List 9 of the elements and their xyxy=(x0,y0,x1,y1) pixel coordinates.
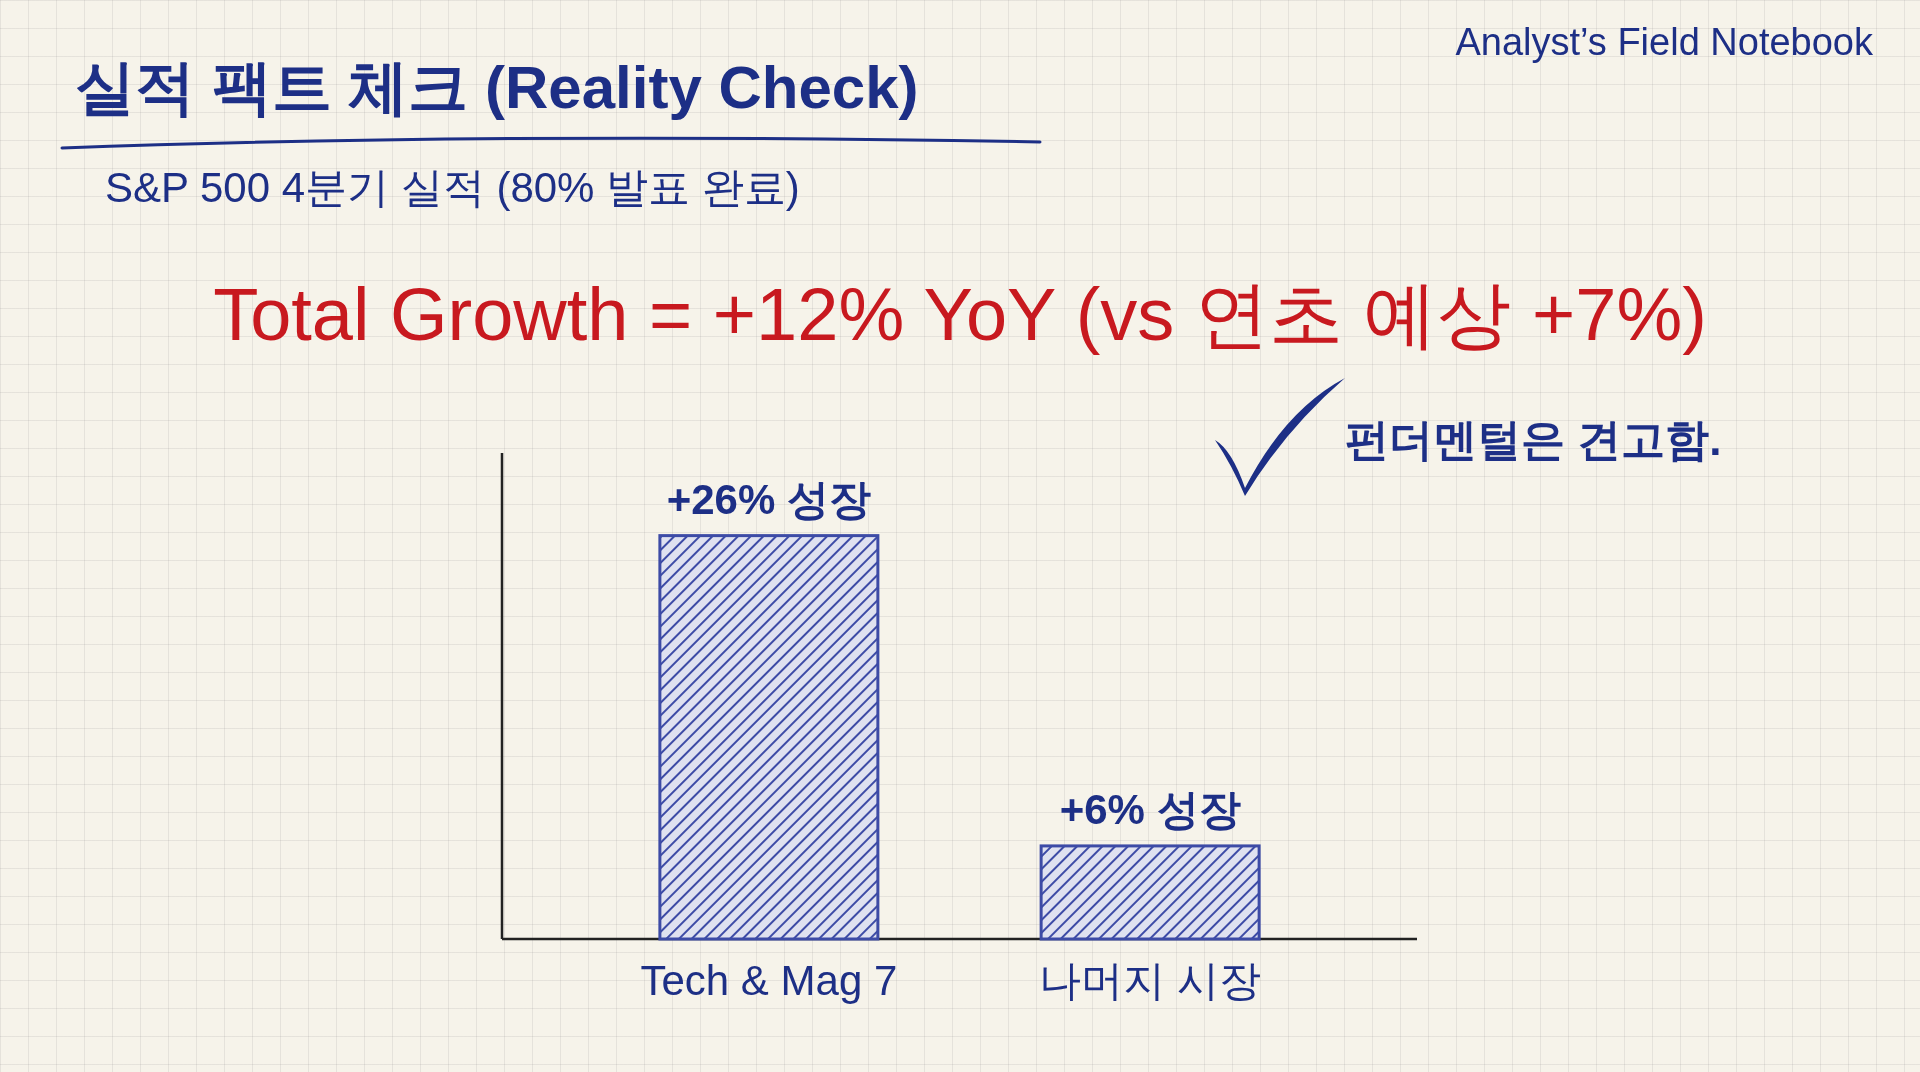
text: Total Growth = +12% YoY (vs 연초 예상 +7%) xyxy=(213,273,1707,356)
chart-subtitle: S&P 500 4분기 실적 (80% 발표 완료) xyxy=(105,164,800,211)
x-tick-label: 나머지 시장 xyxy=(1039,957,1261,1004)
data-label: +26% 성장 xyxy=(666,475,872,523)
text: Analyst’s Field Notebook xyxy=(1455,21,1874,63)
chart-title: 실적 팩트 체크 (Reality Check) xyxy=(75,54,919,121)
x-tick-label: Tech & Mag 7 xyxy=(640,957,898,1004)
text: 펀더멘털은 견고함. xyxy=(1345,415,1722,464)
data-label: +6% 성장 xyxy=(1059,785,1241,833)
